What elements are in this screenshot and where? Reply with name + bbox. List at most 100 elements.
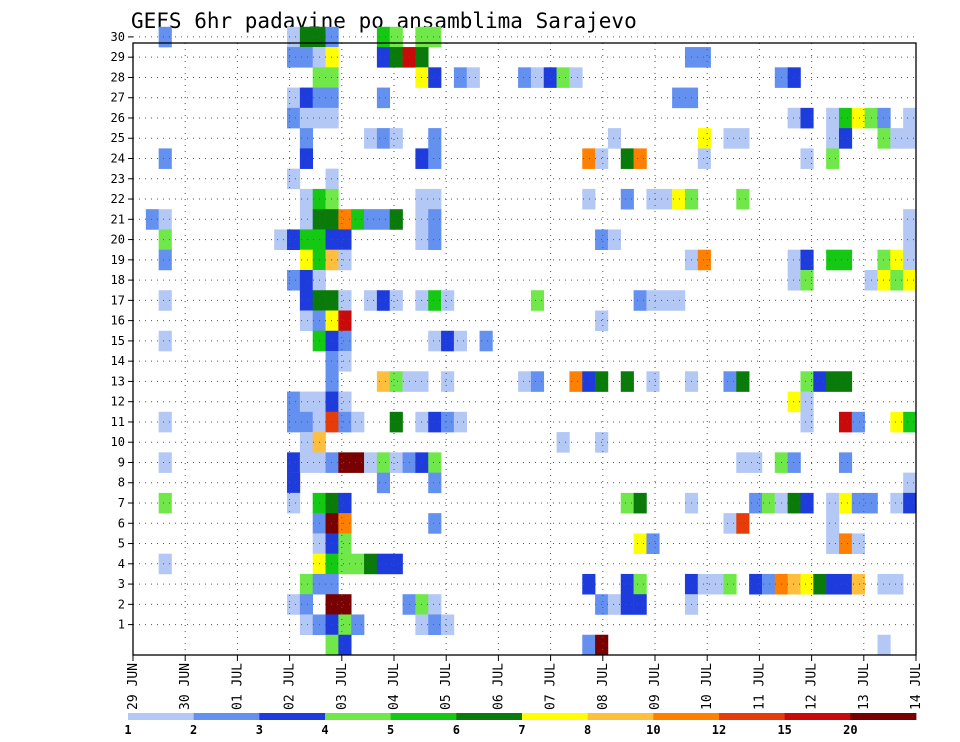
heatmap-cell xyxy=(325,47,339,68)
heatmap-cell xyxy=(569,67,583,88)
heatmap-cell xyxy=(838,371,853,392)
heatmap-cell xyxy=(903,472,917,494)
heatmap-cell xyxy=(877,128,891,149)
heatmap-cell xyxy=(787,67,801,88)
heatmap-cell xyxy=(325,513,339,534)
heatmap-cell xyxy=(723,573,737,595)
heatmap-cell xyxy=(364,290,378,311)
heatmap-cell xyxy=(736,188,750,210)
heatmap-cell xyxy=(903,411,917,433)
heatmap-cell xyxy=(299,432,314,453)
colorbar-tick-label: 6 xyxy=(453,723,460,737)
y-tick-label: 9 xyxy=(118,455,125,469)
heatmap-cell xyxy=(325,209,339,230)
heatmap-cell xyxy=(736,371,750,392)
heatmap-cell xyxy=(287,87,301,109)
heatmap-cell xyxy=(633,533,647,554)
heatmap-cell xyxy=(325,310,339,332)
heatmap-cell xyxy=(441,614,455,636)
colorbar-tick-label: 20 xyxy=(843,723,857,737)
heatmap-cell xyxy=(338,553,352,575)
heatmap-cell xyxy=(672,87,686,109)
heatmap-cell xyxy=(428,594,442,615)
colorbar-segment xyxy=(259,713,326,720)
colorbar-segment xyxy=(128,713,195,720)
heatmap-cell xyxy=(877,573,891,595)
heatmap-cell xyxy=(890,249,904,271)
x-tick-label: 14 JUL xyxy=(909,663,924,710)
heatmap-cell xyxy=(582,634,596,656)
heatmap-cell xyxy=(158,492,172,514)
y-tick-label: 18 xyxy=(111,273,125,287)
y-tick-label: 27 xyxy=(111,91,125,105)
heatmap-cell xyxy=(903,269,917,291)
heatmap-cell xyxy=(800,573,814,595)
heatmap-cell xyxy=(376,290,391,311)
x-axis: 29 JUN 30 JUN 01 JUL 02 JUL 03 JUL 04 JUL 05 J… xyxy=(126,655,924,710)
heatmap-cell xyxy=(851,492,865,514)
colorbar-tick-label: 10 xyxy=(646,723,660,737)
heatmap-cell xyxy=(325,87,339,109)
heatmap-cell xyxy=(838,533,853,554)
x-tick-label: 12 JUL xyxy=(805,663,820,710)
heatmap-cell xyxy=(338,209,352,230)
heatmap-cell xyxy=(299,87,314,109)
heatmap-cell xyxy=(633,492,647,514)
plot-frame xyxy=(132,42,917,656)
heatmap-cell xyxy=(659,290,673,311)
heatmap-cell xyxy=(299,26,314,48)
x-tick-label: 10 JUL xyxy=(700,663,715,710)
heatmap-cell xyxy=(787,249,801,271)
heatmap-cell xyxy=(325,249,339,271)
heatmap-cell xyxy=(838,573,853,595)
heatmap-cell xyxy=(299,310,314,332)
heatmap-cell xyxy=(299,573,314,595)
heatmap-cell xyxy=(158,26,172,48)
x-tick-label: 05 JUL xyxy=(439,663,454,710)
heatmap-cell xyxy=(851,411,865,433)
heatmap-cell xyxy=(787,391,801,413)
heatmap-cell xyxy=(287,492,301,514)
colorbar-segment xyxy=(456,713,523,720)
heatmap-cell xyxy=(826,513,840,534)
dotted-gridlines xyxy=(133,36,916,655)
heatmap-cells xyxy=(145,26,917,656)
heatmap-cell xyxy=(530,371,545,392)
heatmap-cell xyxy=(800,249,814,271)
heatmap-cell xyxy=(428,411,442,433)
heatmap-cell xyxy=(697,148,711,169)
heatmap-cell xyxy=(569,371,583,392)
heatmap-cell xyxy=(826,128,840,149)
heatmap-cell xyxy=(158,330,172,352)
heatmap-cell xyxy=(518,67,532,88)
heatmap-cell xyxy=(325,533,339,554)
heatmap-cell xyxy=(800,411,814,433)
heatmap-cell xyxy=(299,452,314,473)
x-tick-label: 30 JUN xyxy=(178,663,193,710)
heatmap-cell xyxy=(364,553,378,575)
heatmap-cell xyxy=(351,553,365,575)
heatmap-cell xyxy=(351,411,365,433)
heatmap-cell xyxy=(428,452,442,473)
heatmap-cell xyxy=(325,67,339,88)
heatmap-cell xyxy=(376,371,391,392)
colorbar-segment xyxy=(653,713,720,720)
colorbar-tick-label: 3 xyxy=(256,723,263,737)
y-tick-label: 26 xyxy=(111,111,125,125)
heatmap-cell xyxy=(826,573,840,595)
heatmap-cell xyxy=(299,594,314,615)
heatmap-cell xyxy=(299,229,314,250)
heatmap-cell xyxy=(530,67,545,88)
heatmap-cell xyxy=(607,594,622,615)
x-tick-label: 13 JUL xyxy=(857,663,872,710)
heatmap-cell xyxy=(274,229,288,250)
heatmap-cell xyxy=(646,533,660,554)
heatmap-cell xyxy=(787,492,801,514)
heatmap-cell xyxy=(620,573,634,595)
heatmap-cell xyxy=(633,573,647,595)
heatmap-cell xyxy=(710,573,724,595)
heatmap-cell xyxy=(389,128,403,149)
heatmap-cell xyxy=(697,47,711,68)
x-tick-label: 07 JUL xyxy=(544,663,559,710)
heatmap-cell xyxy=(607,229,622,250)
